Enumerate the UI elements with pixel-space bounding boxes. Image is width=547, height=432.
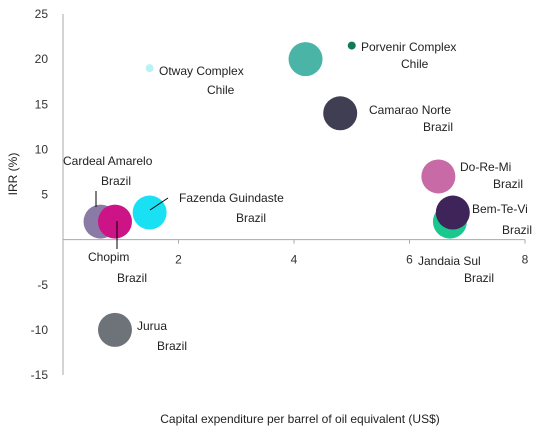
bubble-label: Do-Re-Mi: [460, 160, 511, 174]
bubble-label: Fazenda Guindaste: [179, 191, 284, 205]
bubble-label: Jurua: [137, 319, 167, 333]
y-axis-title: IRR (%): [6, 153, 20, 196]
bubble-9: [435, 195, 470, 230]
bubble-label: Brazil: [464, 271, 494, 285]
bubble-label: Brazil: [117, 271, 147, 285]
x-tick-label: 2: [175, 253, 182, 267]
y-tick-label: -15: [31, 368, 49, 382]
bubble-label: Jandaia Sul: [418, 254, 481, 268]
bubble-5: [132, 195, 167, 230]
bubble-label: Chopim: [88, 250, 129, 264]
bubble-label: Brazil: [423, 120, 453, 134]
bubble-10: [288, 42, 323, 77]
y-tick-label: -5: [37, 278, 48, 292]
leader-line: [149, 197, 169, 211]
bubble-label: Chile: [401, 57, 429, 71]
y-tick-label: 25: [35, 7, 49, 21]
bubble-7: [421, 159, 456, 194]
bubble-label: Camarao Norte: [369, 103, 451, 117]
x-tick-label: 8: [522, 253, 529, 267]
bubble-label: Brazil: [493, 177, 523, 191]
bubble-label: Brazil: [157, 339, 187, 353]
bubble-6: [97, 312, 132, 347]
y-tick-label: -10: [31, 323, 49, 337]
y-tick-label: 5: [41, 188, 48, 202]
bubble-label: Brazil: [502, 223, 532, 237]
y-tick-label: 10: [35, 142, 49, 156]
bubble-2: [323, 96, 358, 131]
bubble-label: Porvenir Complex: [361, 40, 456, 54]
bubble-labels: Porvenir Complex Chile Otway Complex Chile C…: [63, 40, 532, 353]
x-tick-label: 6: [406, 253, 413, 267]
bubbles: [83, 41, 470, 347]
bubble-label: Bem-Te-Vi: [472, 202, 528, 216]
x-axis-title: Capital expenditure per barrel of oil eq…: [160, 412, 440, 426]
y-tick-label: 20: [35, 52, 49, 66]
bubble-4: [97, 204, 132, 239]
bubble-label: Cardeal Amarelo: [63, 154, 153, 168]
bubble-label: Brazil: [236, 211, 266, 225]
bubble-label: Chile: [207, 83, 235, 97]
bubble-0: [347, 41, 356, 50]
axis-ticks: 25 20 15 10 5 -5 -10 -15 2 4 6 8: [31, 7, 529, 382]
bubble-label: Otway Complex: [159, 64, 244, 78]
bubble-label: Brazil: [101, 174, 131, 188]
y-tick-label: 15: [35, 97, 49, 111]
x-tick-label: 4: [291, 253, 298, 267]
bubble-1: [145, 64, 154, 73]
